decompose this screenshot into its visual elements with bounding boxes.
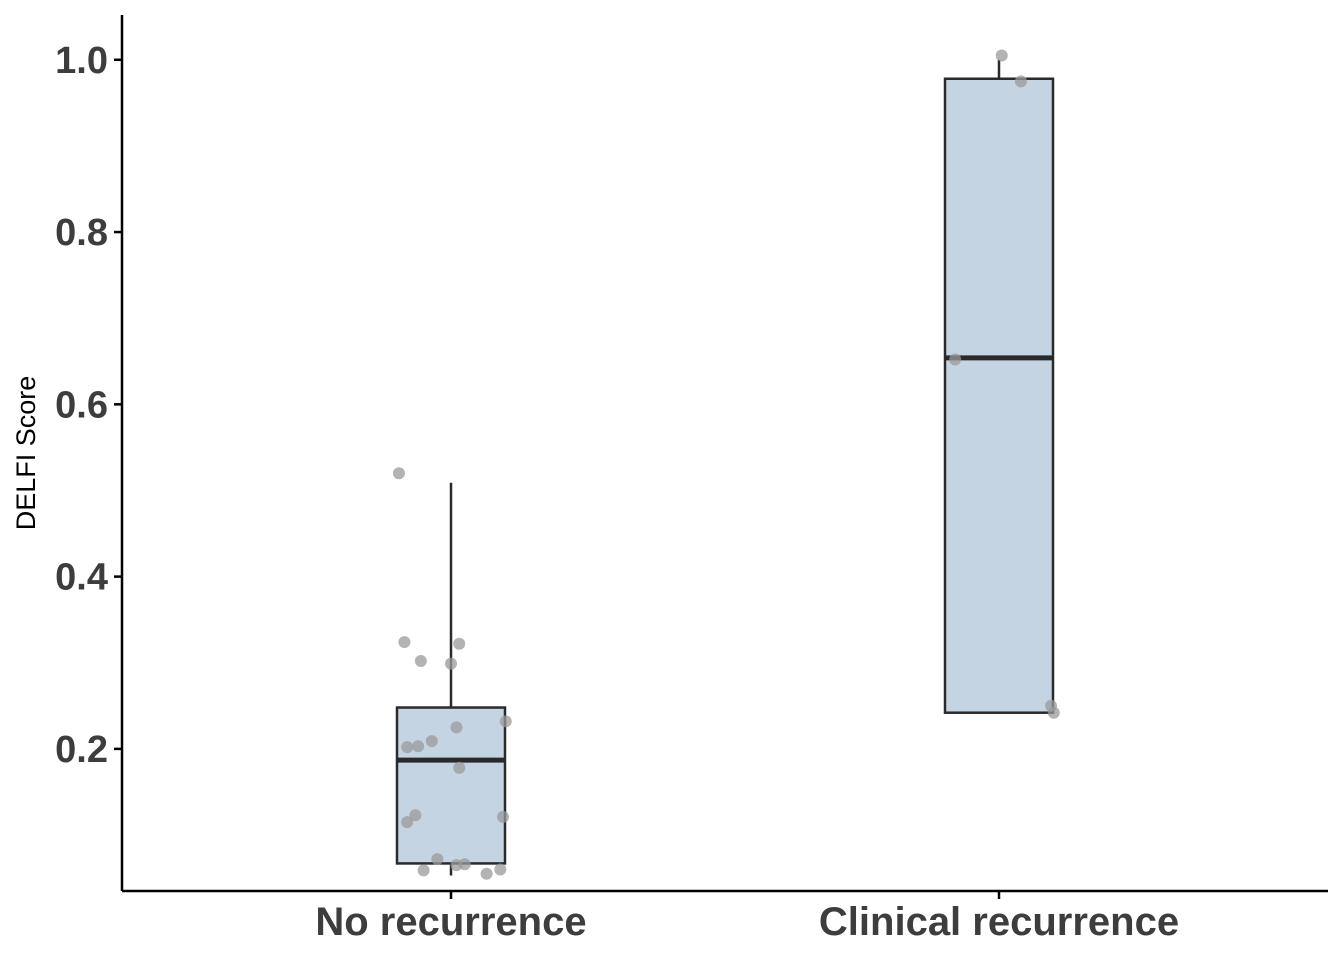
axes-layer: 0.2 0.4 0.6 0.8 1.0 No recurrence Clinical rec… [55,15,1328,944]
data-point [1014,75,1027,88]
x-tick-label: Clinical recurrence [819,900,1179,944]
data-point [401,741,414,754]
data-point [1047,706,1060,719]
data-point [450,721,463,734]
boxes-layer [395,59,1055,876]
y-axis-title: DELFI Score [11,376,41,531]
box-clinical-recurrence [943,77,1055,714]
data-point [401,816,414,829]
box-no-recurrence [395,706,507,865]
data-point [453,637,466,650]
x-tick-label: No recurrence [315,900,586,944]
data-point [425,735,438,748]
points-layer [392,49,1060,880]
data-point [497,810,510,823]
data-point [398,636,411,649]
data-point [458,858,471,871]
y-tick-label: 0.4 [55,557,108,599]
data-point [412,740,425,753]
data-point [392,467,405,480]
data-point [417,864,430,877]
y-tick-label: 1.0 [55,40,108,82]
data-point [409,809,422,822]
y-tick-label: 0.2 [55,729,108,771]
data-point [445,657,457,670]
data-point [431,853,444,866]
data-point [480,867,493,880]
data-point [949,353,962,366]
data-point [995,49,1008,62]
data-point [494,863,507,876]
data-point [499,715,512,728]
data-point [414,655,427,668]
y-tick-label: 0.6 [55,384,108,426]
data-point [453,761,466,774]
y-tick-label: 0.8 [55,212,108,254]
